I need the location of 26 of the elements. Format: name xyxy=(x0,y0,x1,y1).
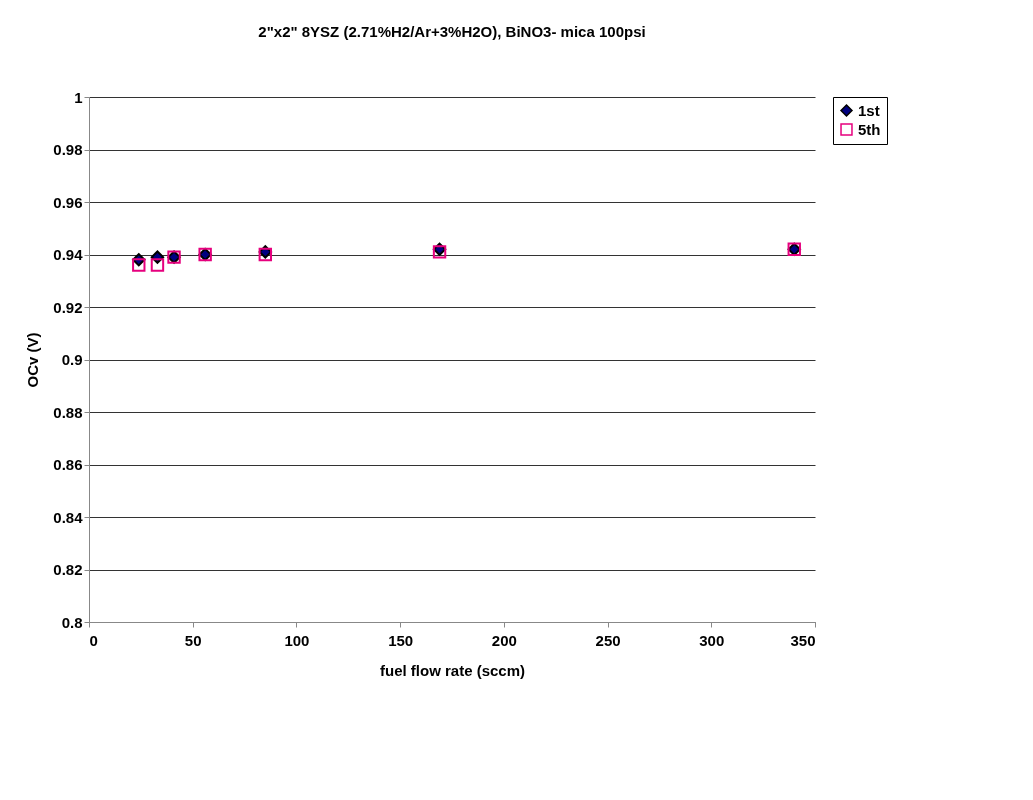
x-tick-label: 0 xyxy=(89,631,98,649)
y-tick-label: 0.82 xyxy=(53,561,83,578)
x-tick-label: 250 xyxy=(595,631,621,649)
x-tick-label: 200 xyxy=(491,631,517,649)
y-tick-label: 0.92 xyxy=(53,298,83,316)
point xyxy=(150,258,165,272)
y-tick-label: 0.86 xyxy=(53,456,83,473)
y-tick-label: 0.8 xyxy=(61,613,83,631)
x-tick-label: 50 xyxy=(184,631,202,649)
x-tick-label: 150 xyxy=(388,631,414,649)
chart-title: 2"x2" 8YSZ (2.71%H2/Ar+3%H2O), BiNO3- mica 100psi xyxy=(258,23,646,40)
point xyxy=(132,258,146,272)
y-tick-label: 0.94 xyxy=(53,246,84,263)
x-tick-label: 100 xyxy=(284,631,310,649)
y-tick-label: 1 xyxy=(74,88,83,106)
x-tick-label: 300 xyxy=(699,631,725,649)
y-tick-label: 0.84 xyxy=(53,508,84,526)
y-axis-title: OCv (V) xyxy=(24,332,42,388)
y-tick-label: 0.88 xyxy=(53,403,83,421)
x-tick-label: 350 xyxy=(790,631,816,649)
legend-label: 1st xyxy=(858,101,880,119)
y-tick-label: 0.98 xyxy=(53,141,83,158)
x-axis-title: fuel flow rate (sccm) xyxy=(379,661,526,679)
y-tick-label: 0.96 xyxy=(53,193,83,211)
legend-label: 5th xyxy=(858,120,881,138)
y-tick-label: 0.9 xyxy=(61,351,83,368)
